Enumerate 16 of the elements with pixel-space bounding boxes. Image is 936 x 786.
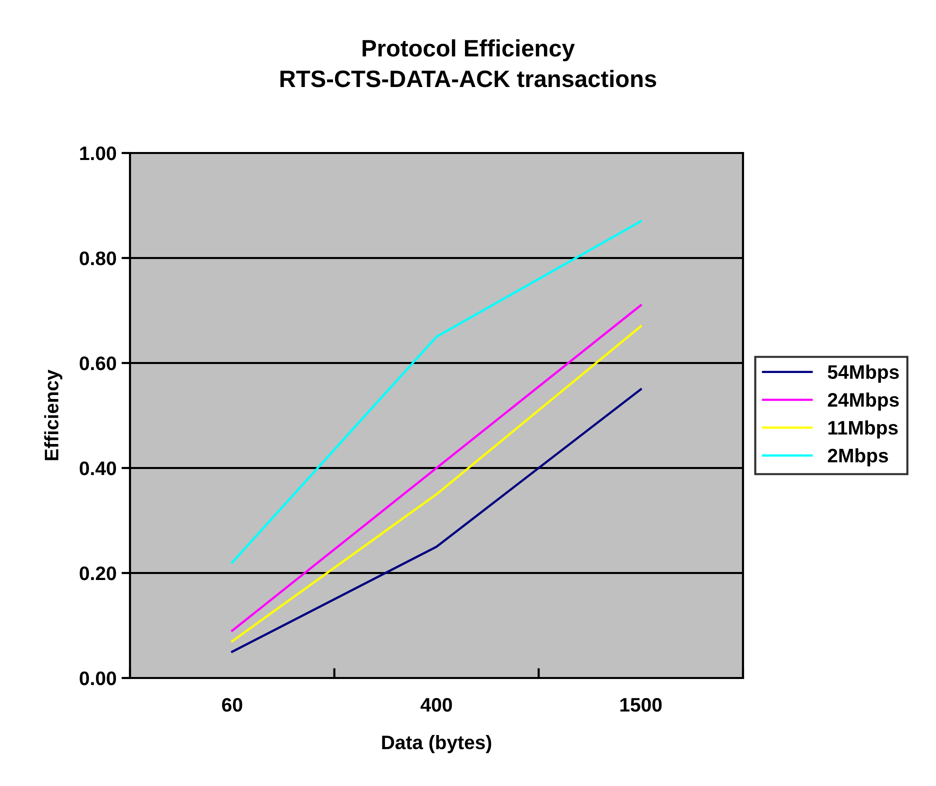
y-tick-label: 0.60 <box>80 356 116 370</box>
y-axis-title: Efficiency <box>44 370 62 460</box>
y-tick-label: 0.80 <box>80 251 116 266</box>
x-axis-title: Data (bytes) <box>382 735 492 754</box>
x-tick-label: 400 <box>420 698 452 712</box>
legend-label: 2Mbps <box>828 448 888 466</box>
y-tick-label: 0.40 <box>80 461 116 476</box>
legend-label: 24Mbps <box>828 392 899 411</box>
x-tick-label: 1500 <box>620 698 662 712</box>
chart-title: Protocol Efficiency RTS-CTS-DATA-ACK transactions <box>280 39 656 88</box>
legend-label: 54Mbps <box>828 364 899 383</box>
y-tick-label: 0.00 <box>80 671 116 686</box>
legend-label: 11Mbps <box>828 420 898 438</box>
y-tick-label: 0.20 <box>80 566 116 580</box>
x-tick-label: 60 <box>222 698 242 712</box>
y-tick-label: 1.00 <box>80 146 116 160</box>
